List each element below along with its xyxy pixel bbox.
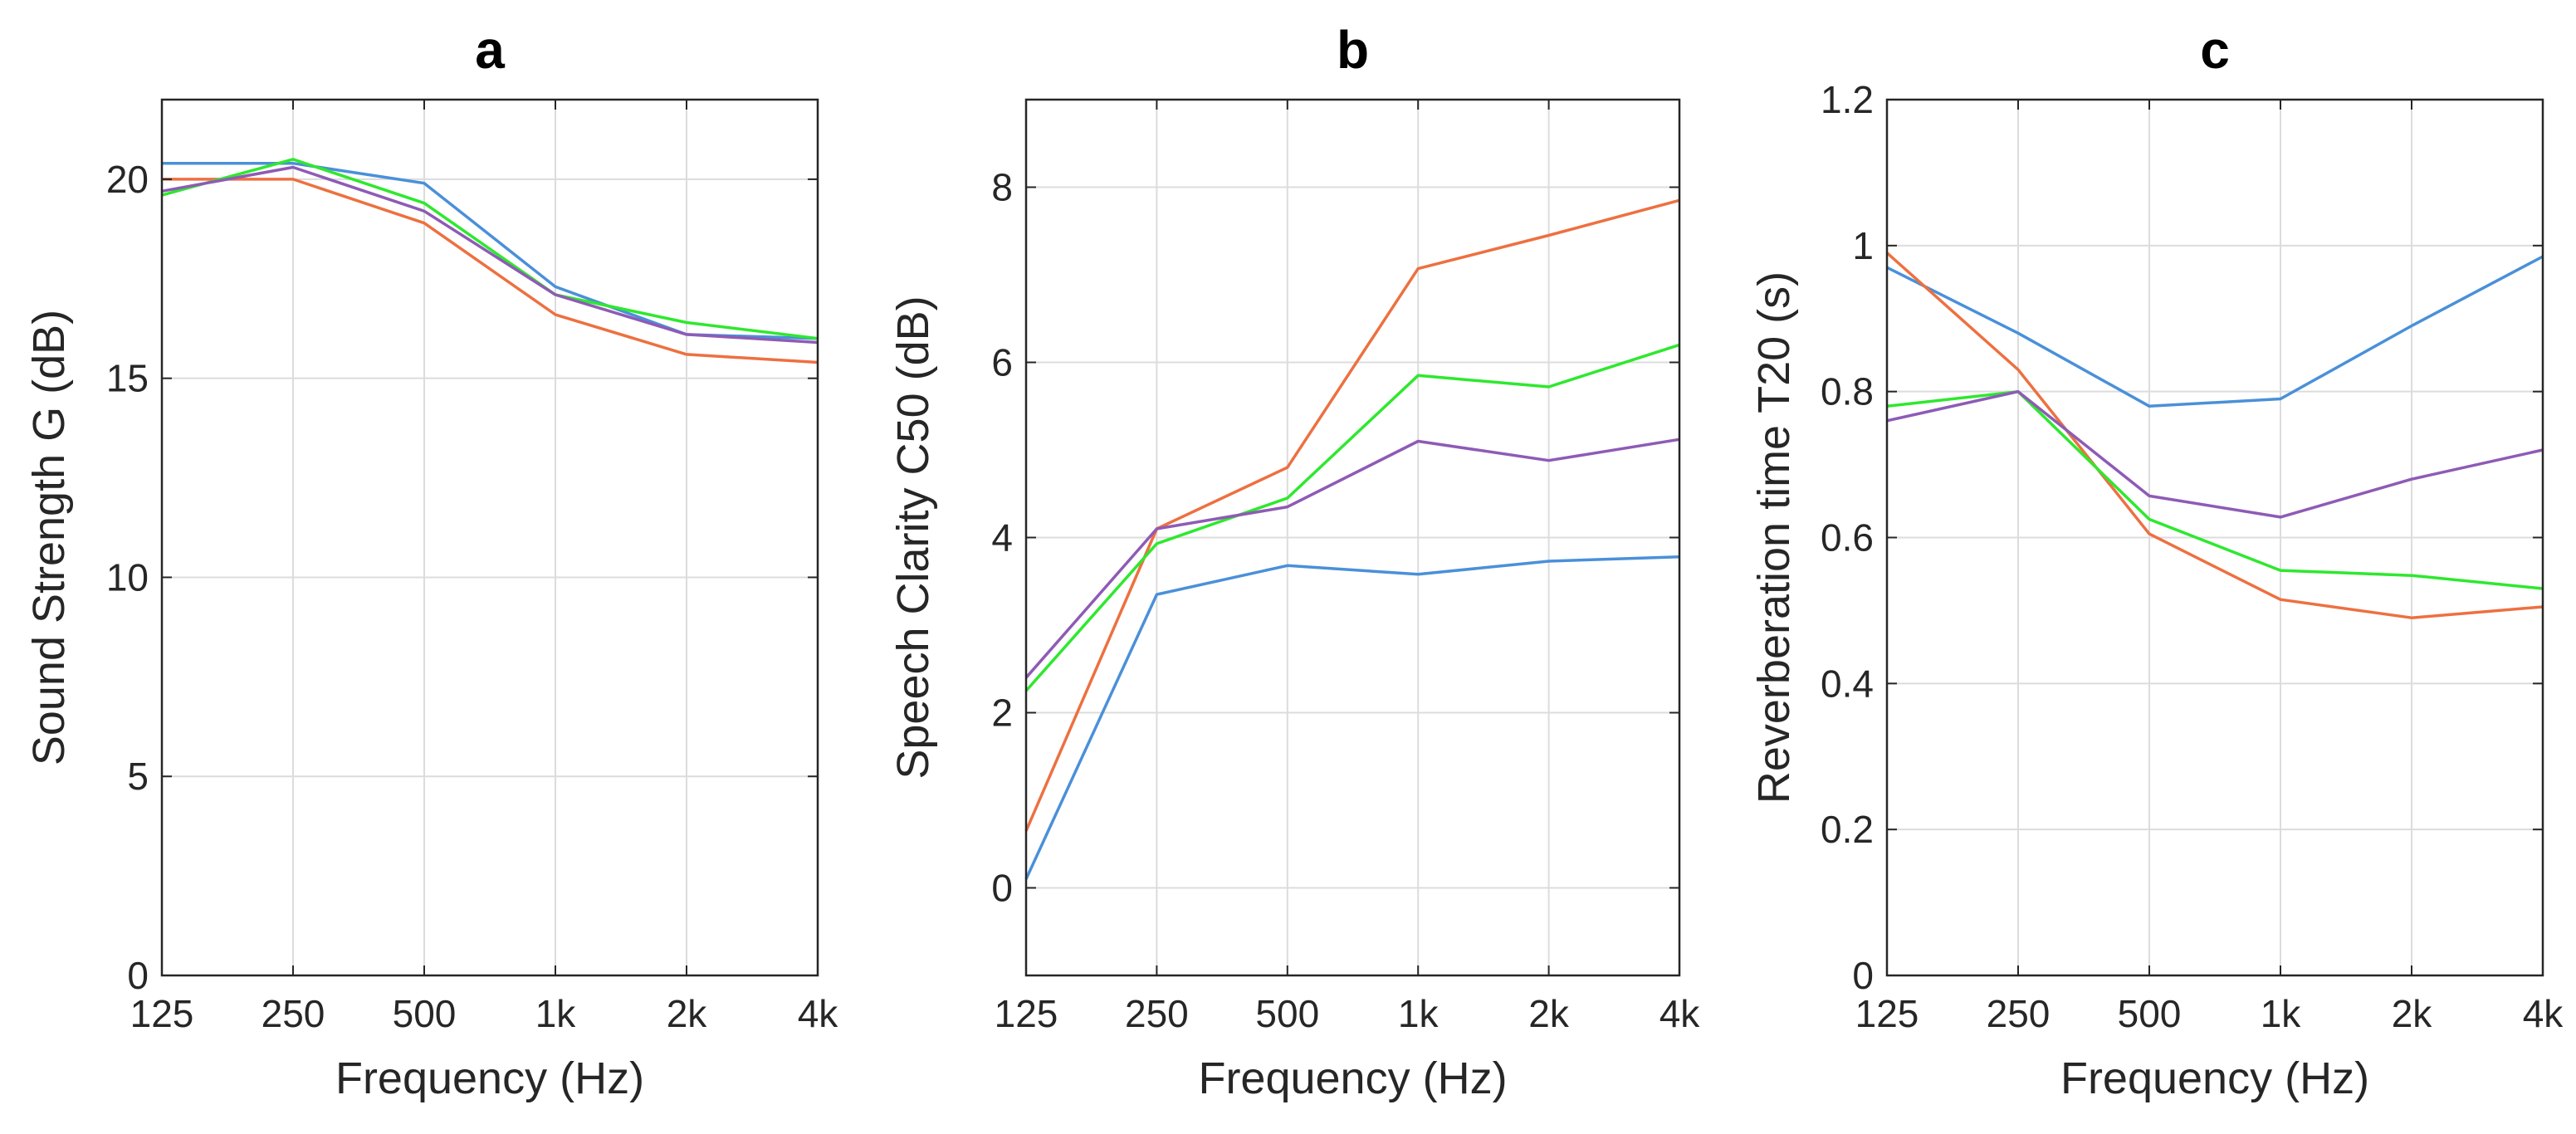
series-line-2 [162, 178, 819, 364]
chart-panel-a: 125 250 500 1k 2k 4k 0 5 10 15 20 Frequency (Hz) Sou… [24, 20, 838, 1103]
y-tick-label: 10 [106, 555, 149, 599]
x-axis-label: Frequency (Hz) [2060, 1053, 2369, 1103]
x-tick-label: 1k [1398, 992, 1440, 1035]
x-tick-label: 125 [1855, 992, 1919, 1035]
panel-title: a [475, 20, 505, 80]
x-tick-label: 2k [667, 992, 708, 1035]
y-tick-label: 20 [106, 158, 149, 201]
x-tick-label: 2k [2392, 992, 2433, 1035]
x-axis-label: Frequency (Hz) [335, 1053, 644, 1103]
x-axis-label: Frequency (Hz) [1198, 1053, 1507, 1103]
y-tick-label: 0.2 [1821, 808, 1874, 851]
x-tick-label: 125 [130, 992, 194, 1035]
series-line-4 [1886, 389, 2544, 519]
x-tick-label: 250 [1125, 992, 1189, 1035]
x-tick-label: 125 [995, 992, 1058, 1035]
series-line-1 [1886, 255, 2544, 408]
plot-area [162, 100, 818, 975]
y-tick-label: 0.8 [1821, 370, 1874, 413]
x-tick-label: 4k [2523, 992, 2564, 1035]
series-line-3 [1886, 389, 2544, 590]
axes-box [160, 98, 819, 977]
x-tick-label: 1k [2261, 992, 2302, 1035]
panel-title: b [1337, 20, 1369, 80]
y-axis-label: Sound Strength G (dB) [24, 310, 74, 765]
y-tick-label: 0 [1852, 954, 1874, 997]
series-line-3 [161, 158, 819, 340]
series-line-2 [1885, 252, 2544, 619]
x-tick-label: 4k [1659, 992, 1701, 1035]
y-tick-label: 0 [127, 954, 149, 997]
y-tick-label: 0.4 [1821, 662, 1874, 705]
x-tick-label: 500 [1255, 992, 1319, 1035]
y-tick-label: 1.2 [1821, 78, 1874, 121]
panel-title: c [2200, 20, 2230, 80]
y-axis-label: Speech Clarity C50 (dB) [888, 296, 938, 779]
chart-panel-b: 125 250 500 1k 2k 4k 0 2 4 6 8 Frequency (Hz) Speech… [888, 20, 1700, 1103]
y-tick-label: 6 [991, 341, 1013, 384]
y-tick-label: 0.6 [1821, 516, 1874, 560]
y-tick-label: 15 [106, 357, 149, 400]
y-tick-label: 4 [991, 516, 1013, 560]
series-line-4 [161, 165, 819, 345]
series-line-3 [1024, 343, 1680, 692]
x-tick-label: 250 [1987, 992, 2051, 1035]
series-line-1 [1024, 555, 1680, 880]
x-tick-label: 1k [535, 992, 577, 1035]
x-tick-label: 500 [393, 992, 457, 1035]
y-tick-label: 1 [1852, 224, 1874, 267]
x-tick-label: 250 [262, 992, 325, 1035]
x-tick-label: 500 [2118, 992, 2182, 1035]
x-tick-label: 2k [1528, 992, 1570, 1035]
y-tick-label: 0 [991, 867, 1013, 910]
x-tick-label: 4k [798, 992, 839, 1035]
y-axis-label: Reverberation time T20 (s) [1749, 271, 1799, 804]
y-tick-label: 5 [127, 755, 149, 798]
series-line-2 [1024, 198, 1680, 832]
chart-panel-c: 125 250 500 1k 2k 4k 0 0.2 0.4 0.6 0.8 1 1.2 Frequenc… [1749, 20, 2564, 1103]
y-tick-label: 2 [991, 692, 1013, 735]
y-tick-label: 8 [991, 166, 1013, 209]
series-line-4 [1024, 437, 1680, 679]
